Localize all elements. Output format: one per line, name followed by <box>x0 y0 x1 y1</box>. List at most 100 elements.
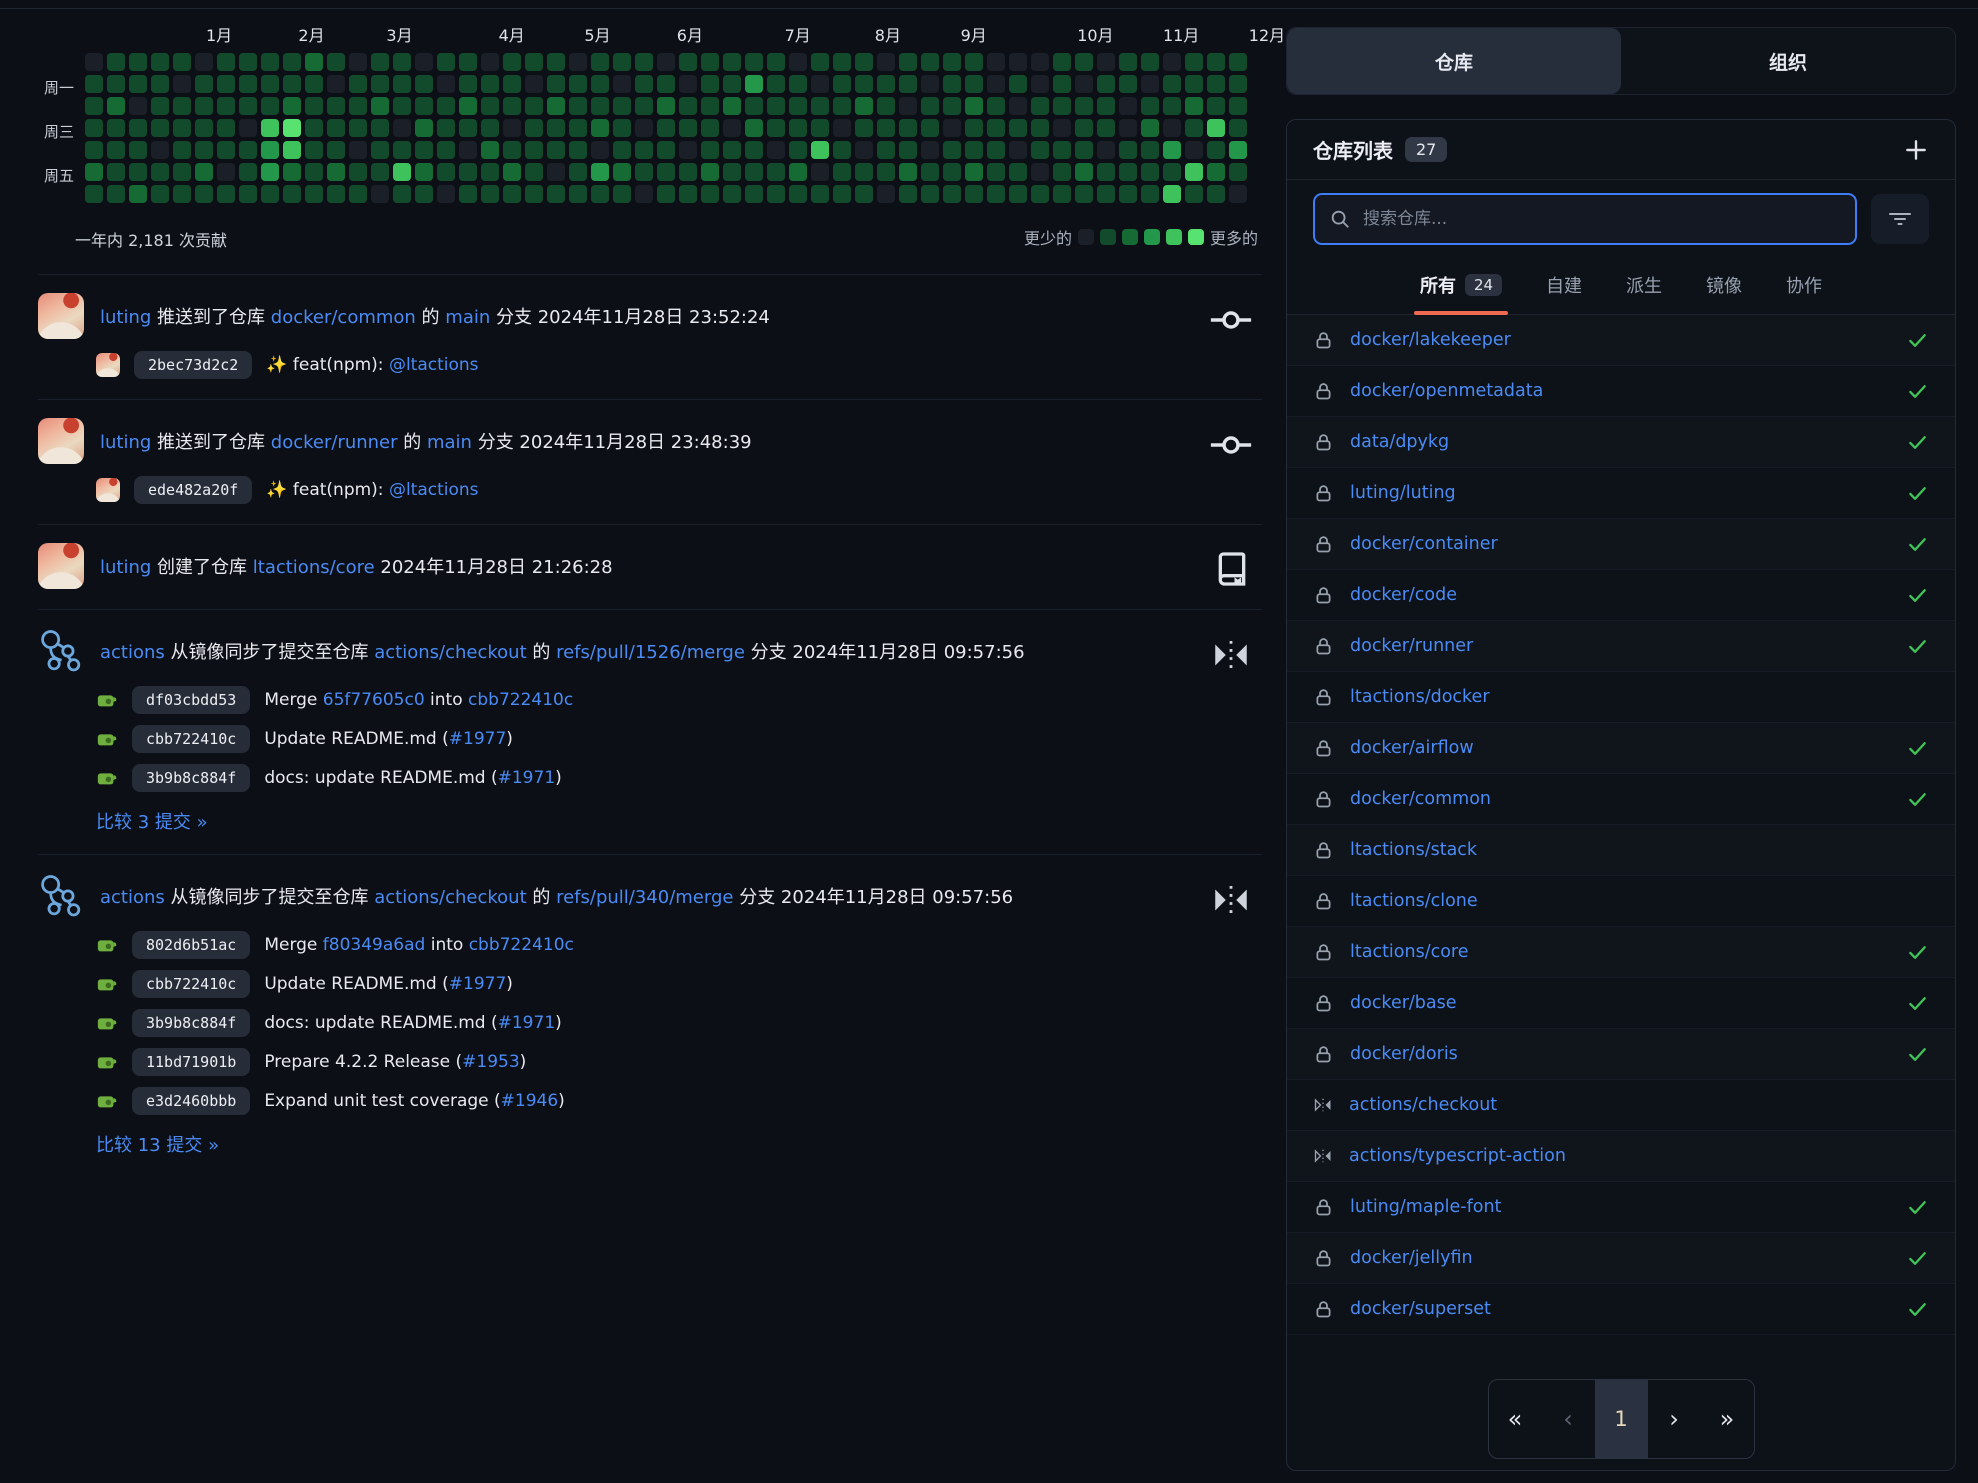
repo-row[interactable]: docker/base <box>1287 978 1955 1029</box>
repo-name-link[interactable]: luting/maple-font <box>1350 1197 1502 1217</box>
inline-link[interactable]: main <box>426 432 472 453</box>
inline-link[interactable]: #1953 <box>462 1052 520 1072</box>
pager-prev-button[interactable]: ‹ <box>1563 1405 1573 1433</box>
inline-link[interactable]: docker/common <box>270 307 416 328</box>
repo-name-link[interactable]: docker/doris <box>1350 1044 1458 1064</box>
compare-commits-link[interactable]: 比较 3 提交 » <box>96 812 208 833</box>
commit-hash-badge[interactable]: ede482a20f <box>134 476 253 504</box>
repo-row[interactable]: docker/runner <box>1287 621 1955 672</box>
repo-name-link[interactable]: docker/code <box>1350 585 1458 605</box>
inline-link[interactable]: #1946 <box>500 1091 559 1111</box>
repo-name-link[interactable]: ltactions/core <box>1350 942 1469 962</box>
inline-link[interactable]: @ltactions <box>388 480 479 500</box>
repo-name-link[interactable]: ltactions/stack <box>1350 840 1478 860</box>
commit-hash-badge[interactable]: 3b9b8c884f <box>132 764 251 792</box>
repo-row[interactable]: ltactions/docker <box>1287 672 1955 723</box>
commit-author-avatar[interactable] <box>96 478 120 502</box>
repo-row[interactable]: luting/maple-font <box>1287 1182 1955 1233</box>
user-avatar[interactable] <box>38 543 84 589</box>
inline-link[interactable]: #1971 <box>497 768 556 788</box>
repo-row[interactable]: docker/airflow <box>1287 723 1955 774</box>
inline-link[interactable]: luting <box>100 432 152 453</box>
commit-hash-badge[interactable]: e3d2460bbb <box>132 1087 251 1115</box>
commit-hash-badge[interactable]: cbb722410c <box>132 725 251 753</box>
repo-name-link[interactable]: docker/common <box>1350 789 1492 809</box>
actions-avatar[interactable] <box>38 628 84 674</box>
inline-link[interactable]: #1971 <box>497 1013 556 1033</box>
repo-row[interactable]: docker/jellyfin <box>1287 1233 1955 1284</box>
repo-row[interactable]: ltactions/core <box>1287 927 1955 978</box>
repo-name-link[interactable]: actions/typescript-action <box>1349 1146 1566 1166</box>
actions-avatar[interactable] <box>38 873 84 919</box>
inline-link[interactable]: docker/runner <box>270 432 398 453</box>
repo-row[interactable]: docker/lakekeeper <box>1287 315 1955 366</box>
inline-link[interactable]: cbb722410c <box>468 935 574 955</box>
repo-name-link[interactable]: docker/base <box>1350 993 1457 1013</box>
repo-name-link[interactable]: data/dpykg <box>1350 432 1450 452</box>
filter-tab-镜像[interactable]: 镜像 <box>1706 256 1742 314</box>
commit-author-avatar[interactable] <box>96 353 120 377</box>
inline-link[interactable]: @ltactions <box>388 355 479 375</box>
repo-name-link[interactable]: docker/container <box>1350 534 1498 554</box>
commit-hash-badge[interactable]: 3b9b8c884f <box>132 1009 251 1037</box>
inline-link[interactable]: f80349a6ad <box>322 935 426 955</box>
repo-search-input[interactable] <box>1361 208 1841 230</box>
repo-name-link[interactable]: ltactions/docker <box>1350 687 1490 707</box>
pager-first-button[interactable]: « <box>1507 1405 1523 1433</box>
commit-hash-badge[interactable]: 11bd71901b <box>132 1048 251 1076</box>
compare-commits-link[interactable]: 比较 13 提交 » <box>96 1135 220 1156</box>
commit-hash-badge[interactable]: 2bec73d2c2 <box>134 351 253 379</box>
repo-name-link[interactable]: ltactions/clone <box>1350 891 1478 911</box>
inline-link[interactable]: #1977 <box>448 729 507 749</box>
repo-name-link[interactable]: docker/jellyfin <box>1350 1248 1473 1268</box>
commit-hash-badge[interactable]: 802d6b51ac <box>132 931 251 959</box>
user-avatar[interactable] <box>38 418 84 464</box>
tab-repositories[interactable]: 仓库 <box>1287 28 1621 94</box>
repo-name-link[interactable]: luting/luting <box>1350 483 1456 503</box>
commit-hash-badge[interactable]: df03cbdd53 <box>132 686 251 714</box>
repo-row[interactable]: docker/openmetadata <box>1287 366 1955 417</box>
inline-link[interactable]: #1977 <box>448 974 507 994</box>
repo-row[interactable]: docker/container <box>1287 519 1955 570</box>
repo-row[interactable]: docker/code <box>1287 570 1955 621</box>
repo-row[interactable]: luting/luting <box>1287 468 1955 519</box>
filter-tab-自建[interactable]: 自建 <box>1546 256 1582 314</box>
inline-link[interactable]: 65f77605c0 <box>322 690 425 710</box>
pager-last-button[interactable]: » <box>1719 1405 1735 1433</box>
inline-link[interactable]: actions <box>100 887 165 908</box>
repo-name-link[interactable]: docker/lakekeeper <box>1350 330 1511 350</box>
filter-tab-派生[interactable]: 派生 <box>1626 256 1662 314</box>
filter-tab-协作[interactable]: 协作 <box>1786 256 1822 314</box>
inline-link[interactable]: actions/checkout <box>374 887 527 908</box>
repo-row[interactable]: docker/common <box>1287 774 1955 825</box>
inline-link[interactable]: cbb722410c <box>468 690 574 710</box>
inline-link[interactable]: refs/pull/1526/merge <box>556 642 745 663</box>
inline-link[interactable]: actions/checkout <box>374 642 527 663</box>
inline-link[interactable]: main <box>445 307 491 328</box>
repo-row[interactable]: docker/superset <box>1287 1284 1955 1335</box>
repo-row[interactable]: docker/doris <box>1287 1029 1955 1080</box>
repo-name-link[interactable]: docker/openmetadata <box>1350 381 1544 401</box>
repo-name-link[interactable]: actions/checkout <box>1349 1095 1498 1115</box>
user-avatar[interactable] <box>38 293 84 339</box>
inline-link[interactable]: refs/pull/340/merge <box>556 887 734 908</box>
repo-row[interactable]: ltactions/stack <box>1287 825 1955 876</box>
repo-name-link[interactable]: docker/airflow <box>1350 738 1474 758</box>
pager-current-page[interactable]: 1 <box>1594 1380 1648 1458</box>
repo-filter-button[interactable] <box>1871 194 1929 244</box>
repo-row[interactable]: actions/checkout <box>1287 1080 1955 1131</box>
repo-row[interactable]: data/dpykg <box>1287 417 1955 468</box>
tab-organizations[interactable]: 组织 <box>1768 51 1807 74</box>
pager-next-button[interactable]: › <box>1669 1405 1679 1433</box>
repo-row[interactable]: ltactions/clone <box>1287 876 1955 927</box>
repo-name-link[interactable]: docker/superset <box>1350 1299 1491 1319</box>
inline-link[interactable]: luting <box>100 307 152 328</box>
filter-tab-所有[interactable]: 所有 24 <box>1413 256 1509 315</box>
repo-row[interactable]: actions/typescript-action <box>1287 1131 1955 1182</box>
inline-link[interactable]: actions <box>100 642 165 663</box>
commit-hash-badge[interactable]: cbb722410c <box>132 970 251 998</box>
inline-link[interactable]: luting <box>100 557 152 578</box>
repo-name-link[interactable]: docker/runner <box>1350 636 1474 656</box>
add-repo-button[interactable] <box>1903 137 1929 163</box>
inline-link[interactable]: ltactions/core <box>252 557 375 578</box>
